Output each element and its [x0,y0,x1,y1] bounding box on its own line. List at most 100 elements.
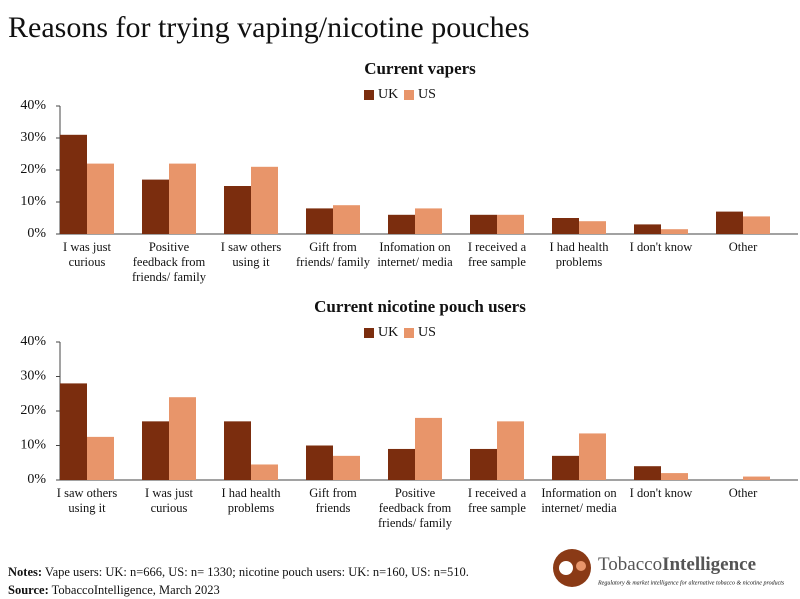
bar [306,208,333,234]
x-tick-label-box: I don't know [629,486,693,500]
bar [60,383,87,480]
logo-icon-hole [559,561,573,575]
bar [579,221,606,234]
page-title: Reasons for trying vaping/nicotine pouch… [8,11,530,44]
x-tick-label-box: I don't know [630,240,693,254]
bar [224,186,251,234]
source-label: Source: [8,583,49,597]
bar [251,166,278,234]
x-tick-label: Gift from friends [309,486,357,515]
y-tick-label: 30% [20,369,46,384]
legend-label: UK [378,325,398,340]
logo-name-part2: Intelligence [662,554,756,575]
bar [579,433,606,480]
y-tick-label: 20% [20,162,46,177]
bar [470,214,497,234]
x-tick-label: Gift from friends/ family [296,240,370,269]
bar [224,421,251,480]
bar [169,397,196,480]
logo-icon-dot [576,561,586,571]
bar [661,473,688,480]
bar [552,218,579,234]
bar [716,211,743,234]
bar [251,464,278,480]
legend-swatch [404,328,414,338]
bar [87,436,114,480]
bar [388,448,415,480]
x-tick-label: I had health problems [221,486,281,515]
x-tick-label-box: Positive feedback from friends/ family [132,240,206,284]
bar [142,179,169,234]
bar [333,455,360,480]
x-tick-label: I saw others using it [56,486,118,515]
x-tick-label-box: I received a free sample [467,240,527,269]
y-tick-label: 10% [20,194,46,209]
x-tick-label-box: Gift from friends/ family [296,240,370,269]
x-tick-label-box: Other [728,486,758,500]
bar [87,163,114,234]
chart-title: Current nicotine pouch users [314,297,526,316]
x-tick-label-box: Infomation on internet/ media [377,240,453,269]
bar [661,229,688,234]
x-tick-label-box: Other [728,240,758,254]
x-tick-label-box: Positive feedback from friends/ family [378,486,452,530]
bar [497,421,524,480]
bar [333,205,360,234]
source: Source: TobaccoIntelligence, March 2023 [8,583,220,597]
bar [743,216,770,234]
x-tick-label-box: I saw others using it [220,240,282,269]
bar [415,417,442,480]
x-tick-label-box: I saw others using it [56,486,118,515]
y-tick-label: 30% [20,130,46,145]
chart-title: Current vapers [364,59,476,78]
x-tick-label: I had health problems [549,240,609,269]
logo-name-part1: Tobacco [598,554,662,575]
notes-label: Notes: [8,565,42,579]
legend-swatch [364,328,374,338]
bar [743,476,770,480]
notes-text: Vape users: UK: n=666, US: n= 1330; nico… [45,565,469,579]
x-tick-label: Other [728,240,758,254]
x-tick-label: I was just curious [145,486,193,515]
x-tick-label: Positive feedback from friends/ family [378,486,452,530]
bar [415,208,442,234]
x-tick-label: I saw others using it [220,240,282,269]
y-tick-label: 40% [20,334,46,349]
x-tick-label-box: I received a free sample [468,486,526,515]
legend-label: UK [378,87,398,102]
logo: TobaccoIntelligence Regulatory & market … [553,549,785,587]
x-tick-label: I don't know [629,486,693,500]
x-tick-label: Information on internet/ media [541,486,617,515]
bar [634,224,661,234]
x-tick-label: I was just curious [63,240,111,269]
bar [306,445,333,480]
legend-swatch [364,90,374,100]
x-tick-label-box: Gift from friends [309,486,357,515]
legend-label: US [418,87,436,102]
x-tick-label: I received a free sample [467,240,527,269]
source-text: TobaccoIntelligence, March 2023 [52,583,220,597]
y-tick-label: 10% [20,438,46,453]
x-tick-label-box: Information on internet/ media [541,486,617,515]
logo-name: TobaccoIntelligence [598,554,756,575]
legend-swatch [404,90,414,100]
bar [552,455,579,480]
bar [60,134,87,234]
x-tick-label-box: I had health problems [549,240,609,269]
bar [497,214,524,234]
bar [388,214,415,234]
x-tick-label: Other [728,486,758,500]
x-tick-label-box: I had health problems [221,486,281,515]
notes: Notes: Vape users: UK: n=666, US: n= 133… [8,565,469,579]
y-tick-label: 20% [20,403,46,418]
y-tick-label: 0% [27,472,46,487]
x-tick-label: Infomation on internet/ media [377,240,453,269]
bar [169,163,196,234]
y-tick-label: 40% [20,98,46,113]
bar [470,448,497,480]
bar [634,466,661,480]
x-tick-label: Positive feedback from friends/ family [132,240,206,284]
y-tick-label: 0% [27,226,46,241]
legend-label: US [418,325,436,340]
